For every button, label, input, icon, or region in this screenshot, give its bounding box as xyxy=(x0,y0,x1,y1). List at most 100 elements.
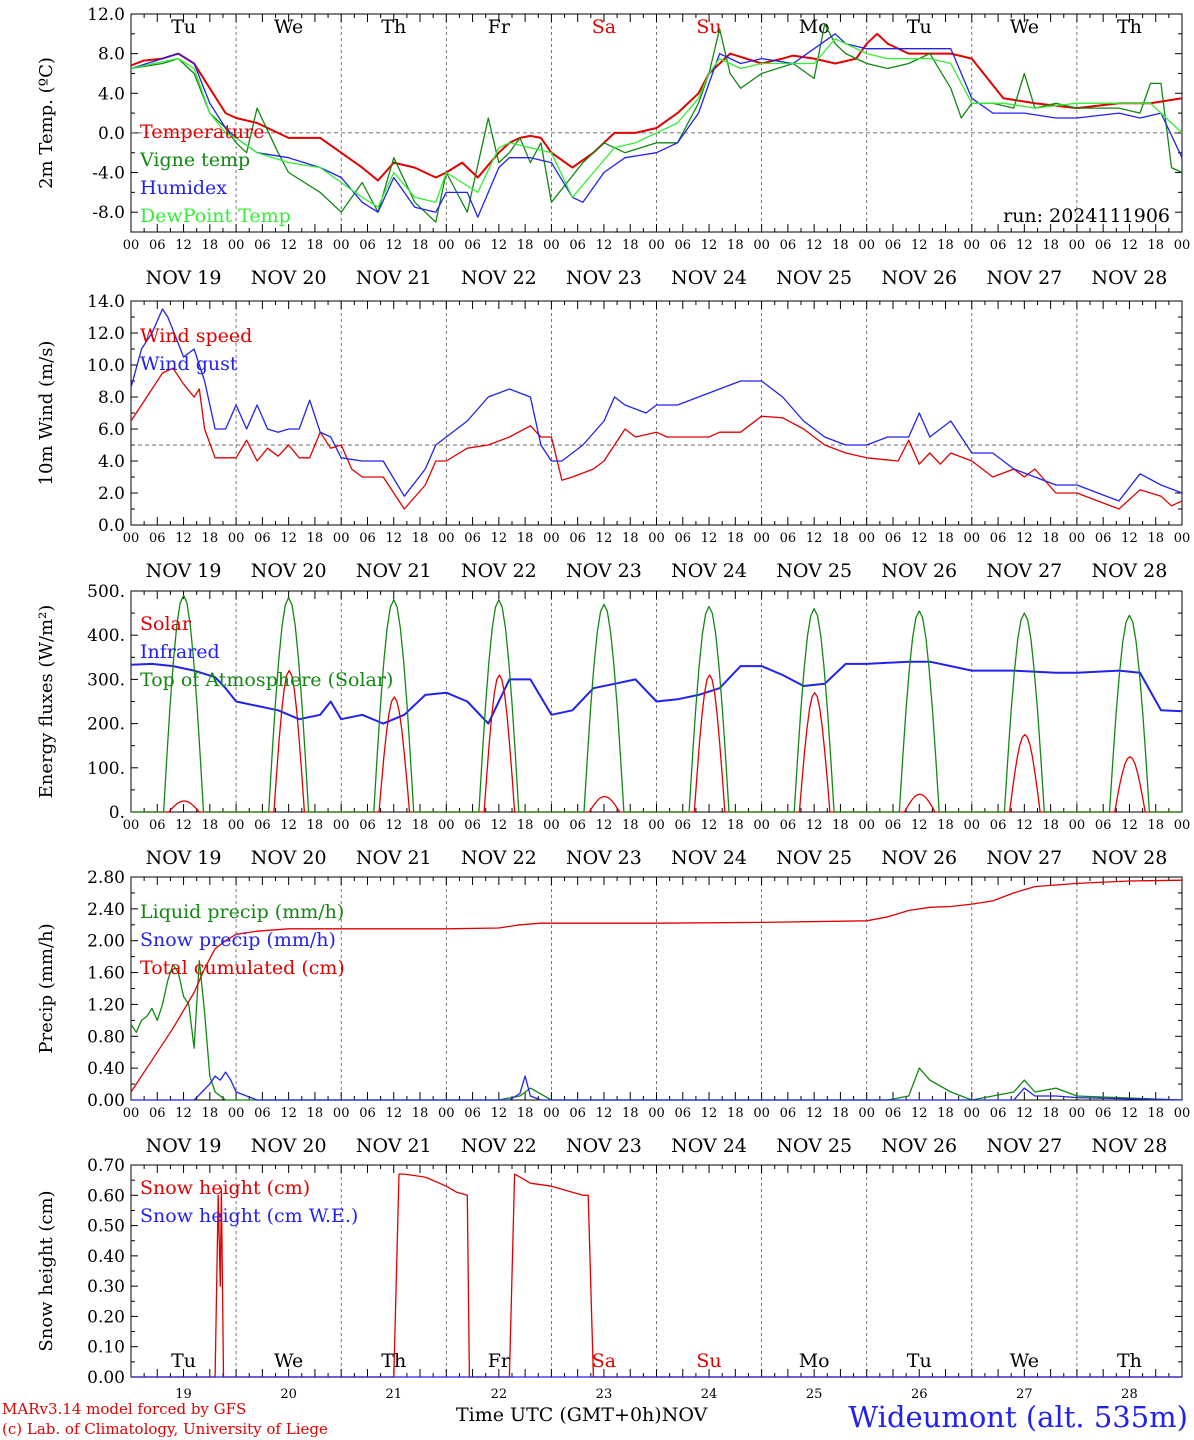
series-line-temperature xyxy=(130,32,1183,182)
x-hour-label: 18 xyxy=(1042,1106,1059,1121)
x-hour-label: 12 xyxy=(491,238,508,253)
x-hour-label: 00 xyxy=(333,1106,350,1121)
x-hour-label: 00 xyxy=(964,1106,981,1121)
x-hour-label: 12 xyxy=(596,531,613,546)
legend-entry: Total cumulated (cm) xyxy=(140,957,345,979)
day-of-week-label: Tu xyxy=(171,1350,196,1372)
x-axis-label: Time UTC (GMT+0h) xyxy=(456,1404,662,1426)
x-date-label: NOV 20 xyxy=(251,267,327,289)
x-hour-label: 00 xyxy=(1069,238,1086,253)
x-hour-label: 12 xyxy=(911,1106,928,1121)
x-hour-label: 12 xyxy=(1121,531,1138,546)
x-hour-label: 06 xyxy=(780,1106,797,1121)
x-hour-label: 18 xyxy=(622,1106,639,1121)
x-hour-label: 18 xyxy=(202,531,219,546)
panel-wind: 14.0 12.0 10.0 8.0 6.0 4.0 2.0 0.0 10m Wind (m/s… xyxy=(36,292,1190,582)
x-hour-label: 12 xyxy=(1121,238,1138,253)
x-hour-label: 18 xyxy=(727,238,744,253)
x-hour-label: 06 xyxy=(780,818,797,833)
y-tick-label: 0.0 xyxy=(98,124,125,144)
x-axis-unit: NOV xyxy=(661,1404,708,1426)
x-hour-label: 18 xyxy=(1042,818,1059,833)
day-of-week-label: We xyxy=(1010,1350,1039,1372)
x-hour-label: 00 xyxy=(753,818,770,833)
x-hour-label: 00 xyxy=(543,531,560,546)
x-hour-label: 06 xyxy=(675,818,692,833)
x-hour-label: 18 xyxy=(1147,818,1164,833)
x-date-label: NOV 19 xyxy=(146,847,222,869)
y-tick-label: -8.0 xyxy=(92,203,125,223)
day-of-week-label: We xyxy=(274,16,303,38)
x-hour-label: 12 xyxy=(911,818,928,833)
x-hour-label: 00 xyxy=(228,818,245,833)
x-hour-label: 12 xyxy=(911,531,928,546)
x-hour-label: 06 xyxy=(464,531,481,546)
x-hour-label: 18 xyxy=(412,818,429,833)
legend-entry: Top of Atmosphere (Solar) xyxy=(140,669,393,691)
x-hour-label: 06 xyxy=(990,531,1007,546)
y-tick-label: 400. xyxy=(87,626,125,646)
y-axis-label: Energy fluxes (W/m²) xyxy=(36,605,57,799)
x-hour-label: 06 xyxy=(675,531,692,546)
x-date-label: NOV 20 xyxy=(251,847,327,869)
x-hour-label: 00 xyxy=(333,531,350,546)
x-hour-label: 06 xyxy=(569,238,586,253)
x-hour-label: 12 xyxy=(175,238,192,253)
x-hour-label: 12 xyxy=(280,818,297,833)
series-line-humidex xyxy=(130,33,1183,218)
x-date-label: 27 xyxy=(1016,1387,1033,1402)
x-hour-label: 18 xyxy=(202,238,219,253)
x-hour-label: 18 xyxy=(412,1106,429,1121)
x-date-label: NOV 26 xyxy=(881,560,957,582)
x-hour-label: 12 xyxy=(911,238,928,253)
x-hour-label: 18 xyxy=(1147,531,1164,546)
x-hour-label: 18 xyxy=(937,818,954,833)
legend-entry: Snow height (cm W.E.) xyxy=(140,1205,358,1227)
legend-entry: Temperature xyxy=(140,121,264,143)
day-of-week-label: Su xyxy=(696,16,721,38)
station-title: Wideumont (alt. 535m) xyxy=(848,1400,1188,1434)
x-date-label: NOV 19 xyxy=(146,1135,222,1157)
x-date-label: NOV 24 xyxy=(671,267,747,289)
x-hour-label: 12 xyxy=(596,818,613,833)
x-hour-label: 00 xyxy=(438,238,455,253)
y-tick-label: 4.0 xyxy=(98,84,125,104)
x-date-label: 23 xyxy=(596,1387,613,1402)
x-hour-label: 00 xyxy=(438,818,455,833)
y-tick-label: 0.50 xyxy=(87,1217,125,1237)
x-hour-label: 06 xyxy=(464,238,481,253)
x-date-label: NOV 21 xyxy=(356,1135,432,1157)
x-hour-label: 00 xyxy=(753,531,770,546)
legend-entry: Liquid precip (mm/h) xyxy=(140,901,344,923)
legend-entry: DewPoint Temp xyxy=(140,205,291,227)
x-hour-label: 00 xyxy=(543,818,560,833)
x-hour-label: 18 xyxy=(622,818,639,833)
x-hour-label: 06 xyxy=(464,1106,481,1121)
x-date-label: NOV 22 xyxy=(461,1135,537,1157)
x-date-label: NOV 19 xyxy=(146,267,222,289)
x-date-label: NOV 27 xyxy=(986,847,1062,869)
x-hour-label: 00 xyxy=(438,531,455,546)
x-date-label: NOV 25 xyxy=(776,847,852,869)
x-hour-label: 00 xyxy=(1069,531,1086,546)
x-hour-label: 12 xyxy=(806,818,823,833)
series-line-wind-gust xyxy=(130,308,1183,502)
x-date-label: NOV 28 xyxy=(1092,560,1168,582)
x-hour-label: 00 xyxy=(753,238,770,253)
x-hour-label: 00 xyxy=(648,238,665,253)
y-tick-label: 500. xyxy=(87,582,125,602)
x-hour-label: 06 xyxy=(780,531,797,546)
x-hour-label: 06 xyxy=(359,531,376,546)
y-tick-label: 200. xyxy=(87,715,125,735)
x-hour-label: 00 xyxy=(1174,1106,1191,1121)
day-of-week-label: Su xyxy=(696,1350,721,1372)
x-date-label: NOV 24 xyxy=(671,560,747,582)
x-hour-label: 00 xyxy=(648,818,665,833)
y-tick-label: 0.80 xyxy=(87,1027,125,1047)
x-date-label: NOV 20 xyxy=(251,1135,327,1157)
x-hour-label: 06 xyxy=(149,238,166,253)
x-hour-label: 00 xyxy=(228,1106,245,1121)
x-hour-label: 18 xyxy=(307,531,324,546)
y-tick-label: 2.0 xyxy=(98,484,125,504)
